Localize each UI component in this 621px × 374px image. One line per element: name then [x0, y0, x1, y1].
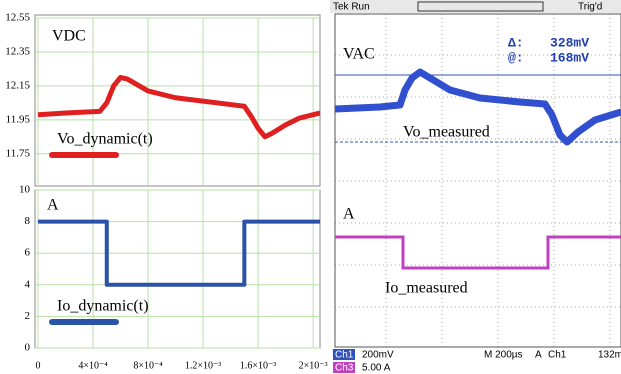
cursor-value: 328mV — [550, 35, 589, 50]
scope-status: Tek Run — [333, 2, 370, 13]
figure: 11.75 11.95 12.15 12.35 12.55 Vo_dynamic(t) 0 2… — [0, 0, 621, 374]
trigger-mode: A — [535, 350, 542, 361]
y-tick-label: 6 — [25, 247, 31, 259]
cursor-label: Δ: — [508, 35, 524, 50]
x-tick-label: 0 — [36, 360, 41, 371]
cursor-value: 168mV — [550, 50, 589, 65]
scope: Tek Run Trig'd VAC Δ: 328mV @: 168mV Vo_… — [330, 0, 621, 374]
trace-label: Io_measured — [385, 280, 468, 297]
y-tick-label: 12.55 — [5, 12, 30, 24]
scope-trigger: Trig'd — [578, 2, 602, 13]
channel: Ch1 — [335, 350, 354, 361]
trigger-level: 132m — [598, 350, 621, 361]
y-tick-label: 12.35 — [5, 45, 30, 57]
trace-label: Vo_measured — [403, 124, 490, 141]
y-tick-label: 11.95 — [6, 113, 31, 125]
legend-label: Io_dynamic(t) — [57, 298, 149, 315]
channel-scale: 200mV — [362, 350, 394, 361]
y-tick-label: 8 — [25, 215, 31, 227]
channel-scale: 5.00 A — [362, 363, 391, 374]
y-tick-label: 4 — [25, 278, 31, 290]
timebase: M 200µs — [484, 350, 523, 361]
y-unit: VDC — [52, 28, 86, 45]
y-tick-label: 12.15 — [5, 79, 30, 91]
channel: Ch3 — [335, 363, 354, 374]
x-tick-label: 8×10⁻⁴ — [133, 360, 163, 371]
cursor-label: @: — [508, 50, 524, 65]
x-tick-label: 1.2×10⁻³ — [185, 360, 221, 371]
y-tick-label: 10 — [19, 184, 31, 196]
legend-label: Vo_dynamic(t) — [57, 131, 153, 148]
scope-unit: VAC — [343, 46, 375, 63]
scope-unit: A — [343, 206, 355, 223]
x-tick-label: 1.6×10⁻³ — [240, 360, 276, 371]
y-tick-label: 0 — [25, 342, 31, 354]
trigger-source: Ch1 — [548, 350, 567, 361]
x-tick-label: 4×10⁻⁴ — [78, 360, 108, 371]
y-tick-label: 2 — [25, 310, 31, 322]
x-tick-label: 2×10⁻³ — [299, 360, 328, 371]
y-unit: A — [47, 197, 59, 214]
y-tick-label: 11.75 — [6, 147, 31, 159]
